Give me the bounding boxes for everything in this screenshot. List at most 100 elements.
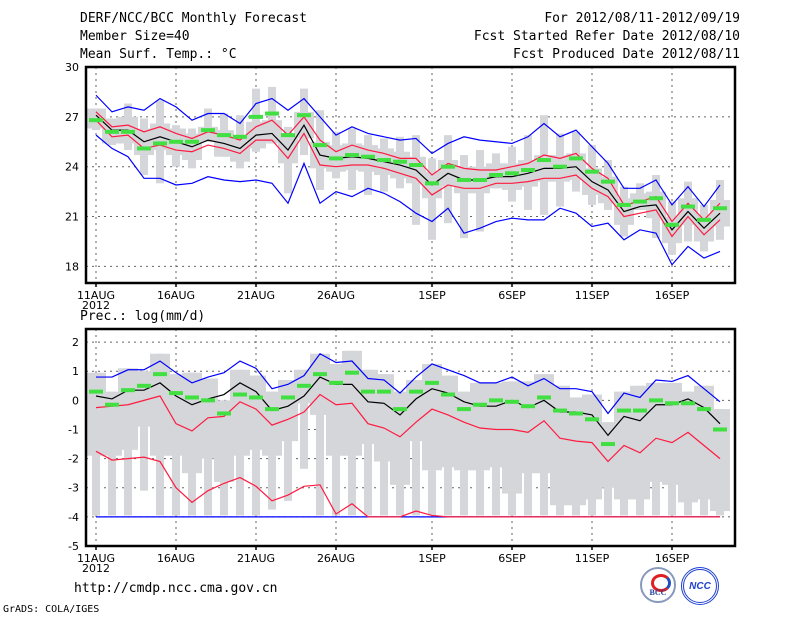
observed-marker: [505, 399, 519, 404]
observed-marker: [425, 181, 439, 186]
observed-marker: [713, 427, 727, 432]
ncc-logo: NCC: [681, 567, 719, 605]
series-line-lower-spread: [95, 119, 721, 238]
y-tick-label: 0: [72, 394, 79, 407]
y-tick-label: 18: [65, 260, 79, 273]
observed-marker: [121, 129, 135, 134]
observed-marker: [377, 158, 391, 163]
observed-marker: [585, 417, 599, 422]
observed-marker: [665, 401, 679, 406]
ensemble-box: [150, 353, 170, 456]
x-tick-label: 16SEP: [655, 289, 690, 302]
figure-title: DERF/NCC/BCC Monthly Forecast: [80, 11, 307, 26]
observed-marker: [137, 383, 151, 388]
ensemble-box: [502, 381, 522, 494]
y-tick-label: 2: [72, 336, 79, 349]
observed-marker: [697, 407, 711, 412]
observed-marker: [617, 408, 631, 413]
observed-marker: [665, 222, 679, 227]
series-line-ensemble-mean: [95, 376, 721, 437]
observed-marker: [601, 179, 615, 184]
y-tick-label: -1: [68, 423, 79, 436]
y-tick-label: 30: [65, 61, 79, 74]
x-tick-label: 16AUG: [157, 552, 195, 565]
series-line-ensemble-max: [96, 352, 721, 415]
observed-marker: [457, 407, 471, 412]
website-url[interactable]: http://cmdp.ncc.cma.gov.cn: [74, 581, 278, 596]
y-tick-label: 1: [72, 365, 79, 378]
ensemble-box: [678, 391, 698, 503]
observed-marker: [345, 370, 359, 375]
observed-marker: [537, 158, 551, 163]
plot-frame: [84, 327, 737, 548]
observed-marker: [601, 442, 615, 447]
observed-marker: [649, 398, 663, 403]
series-line-upper-spread: [95, 111, 721, 223]
observed-marker: [297, 383, 311, 388]
ensemble-box: [550, 385, 570, 506]
member-size: Member Size=40: [80, 29, 190, 44]
observed-marker: [169, 139, 183, 144]
observed-marker: [201, 398, 215, 403]
observed-marker: [153, 141, 167, 146]
ensemble-box: [454, 391, 474, 471]
ensemble-range-bar: [412, 379, 420, 516]
x-tick-label: 11AUG: [77, 289, 115, 302]
observed-marker: [105, 129, 119, 134]
observed-marker: [425, 380, 439, 385]
observed-marker: [265, 407, 279, 412]
observed-marker: [569, 156, 583, 161]
observed-marker: [489, 173, 503, 177]
y-tick-label: -4: [68, 511, 79, 524]
x-tick-label: 11SEP: [575, 552, 610, 565]
observed-marker: [153, 372, 167, 377]
x-tick-label: 11SEP: [575, 289, 610, 302]
forecast-period: For 2012/08/11-2012/09/19: [544, 11, 740, 26]
variable-label: Mean Surf. Temp.: °C: [80, 47, 237, 62]
x-tick-label: 6SEP: [498, 552, 526, 565]
observed-marker: [585, 169, 599, 174]
observed-marker: [489, 398, 503, 403]
observed-marker: [505, 171, 519, 176]
observed-marker: [265, 111, 279, 116]
observed-marker: [553, 408, 567, 413]
observed-marker: [681, 204, 695, 209]
x-tick-label: 26AUG: [317, 289, 355, 302]
observed-marker: [473, 177, 487, 182]
x-tick-label: 6SEP: [498, 289, 526, 302]
ensemble-box: [566, 397, 586, 506]
observed-marker: [441, 392, 455, 397]
y-tick-label: -3: [68, 482, 79, 495]
observed-marker: [105, 402, 119, 407]
observed-marker: [697, 217, 711, 222]
observed-marker: [217, 133, 231, 138]
plot-frame: [84, 65, 737, 285]
ensemble-range-bar: [460, 155, 468, 239]
observed-marker: [441, 164, 455, 169]
forecast-produced-date: Fcst Produced Date 2012/08/11: [513, 47, 740, 62]
observed-marker: [233, 134, 247, 139]
ensemble-range-bar: [204, 108, 212, 142]
observed-marker: [713, 206, 727, 211]
bcc-logo-text: BCC: [649, 588, 667, 597]
ensemble-box: [214, 400, 234, 482]
x-tick-label: 11AUG: [77, 552, 115, 565]
ensemble-range-bar: [428, 158, 436, 240]
observed-marker: [681, 401, 695, 406]
ncc-logo-text: NCC: [689, 581, 711, 592]
observed-marker: [633, 408, 647, 413]
observed-marker: [633, 199, 647, 204]
observed-marker: [345, 153, 359, 158]
observed-marker: [89, 389, 103, 394]
observed-marker: [393, 159, 407, 164]
observed-marker: [409, 389, 423, 394]
x-tick-year-label: 2012: [82, 299, 110, 312]
forecast-started-date: Fcst Started Refer Date 2012/08/10: [473, 29, 740, 44]
ensemble-range-bar: [252, 88, 260, 152]
observed-marker: [185, 395, 199, 400]
ensemble-box: [694, 385, 714, 500]
ensemble-box: [102, 391, 122, 456]
ensemble-box: [326, 363, 346, 456]
